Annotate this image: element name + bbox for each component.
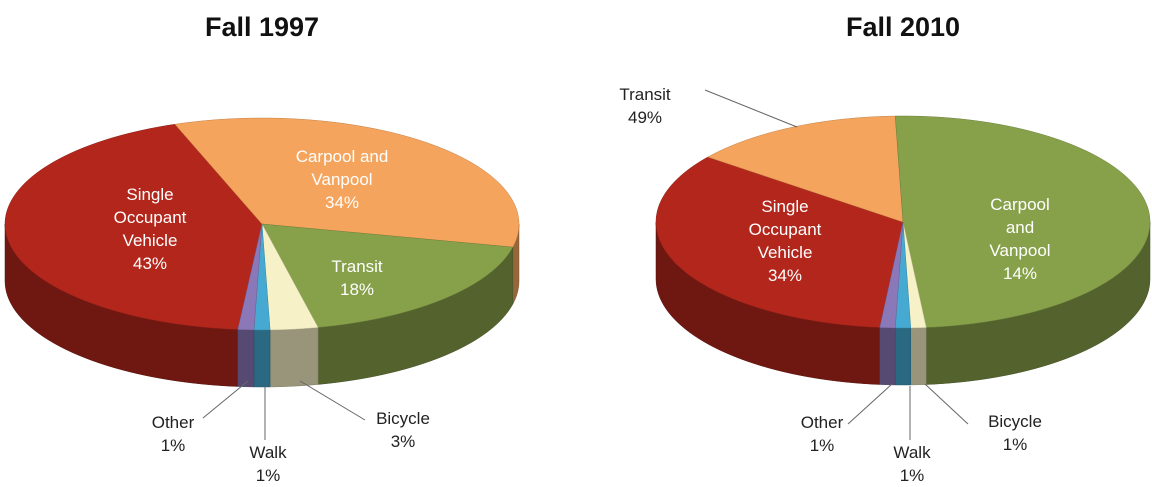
leader-line	[704, 89, 798, 128]
category-label: Carpool and Vanpool	[295, 147, 389, 189]
value-label: 43%	[132, 254, 168, 273]
value-label: 49%	[627, 108, 663, 127]
slice	[4, 123, 263, 330]
value-label: 3%	[390, 432, 416, 451]
category-label: Single Occupant Vehicle	[113, 185, 187, 250]
slice	[237, 223, 263, 331]
value-label: 1%	[1002, 435, 1028, 454]
slice-label: Walk 1%	[238, 441, 298, 487]
category-label: Transit	[331, 257, 383, 276]
value-label: 34%	[324, 193, 360, 212]
value-label: 34%	[767, 266, 803, 285]
slice-label: Carpool and Vanpool 34%	[282, 145, 402, 214]
slice-side	[879, 327, 896, 386]
slice-label: Single Occupant Vehicle 43%	[100, 183, 200, 275]
category-label: Walk	[893, 443, 931, 462]
slice-label: Carpool and Vanpool 14%	[975, 193, 1065, 285]
slice-side	[269, 327, 319, 388]
slice-label: Other 1%	[138, 411, 208, 457]
slice	[655, 156, 904, 328]
slice-label: Single Occupant Vehicle 34%	[735, 195, 835, 287]
slice	[879, 221, 904, 329]
category-label: Bicycle	[988, 412, 1042, 431]
slice	[894, 115, 1151, 328]
category-label: Bicycle	[376, 409, 430, 428]
leader-line	[202, 380, 249, 419]
category-label: Other	[800, 413, 844, 432]
slice	[261, 223, 514, 328]
slice-label: Bicycle 1%	[970, 410, 1060, 456]
slice-label: Other 1%	[787, 411, 857, 457]
value-label: 1%	[899, 466, 925, 485]
leader-line	[299, 380, 366, 421]
slice-label: Transit 18%	[312, 255, 402, 301]
leader-line	[924, 383, 969, 425]
slice-side	[237, 329, 255, 388]
slice-side	[910, 327, 927, 386]
value-label: 1%	[809, 436, 835, 455]
category-label: Single Occupant Vehicle	[748, 197, 822, 262]
chart-title: Fall 2010	[845, 12, 961, 42]
slice-label: Walk 1%	[882, 441, 942, 487]
value-label: 14%	[1002, 264, 1038, 283]
value-label: 1%	[160, 436, 186, 455]
category-label: Walk	[249, 443, 287, 462]
slice-label: Transit 49%	[585, 83, 705, 129]
slice	[261, 223, 319, 331]
value-label: 18%	[339, 280, 375, 299]
category-label: Transit	[619, 85, 671, 104]
leader-line	[847, 383, 893, 425]
category-label: Carpool and Vanpool	[989, 195, 1051, 260]
slice	[707, 115, 904, 223]
category-label: Other	[151, 413, 195, 432]
slice-label: Bicycle 3%	[358, 407, 448, 453]
slice-side	[894, 327, 912, 386]
value-label: 1%	[255, 466, 281, 485]
slice-side	[253, 329, 271, 388]
slice	[174, 117, 520, 248]
chart-title: Fall 1997	[204, 12, 320, 42]
